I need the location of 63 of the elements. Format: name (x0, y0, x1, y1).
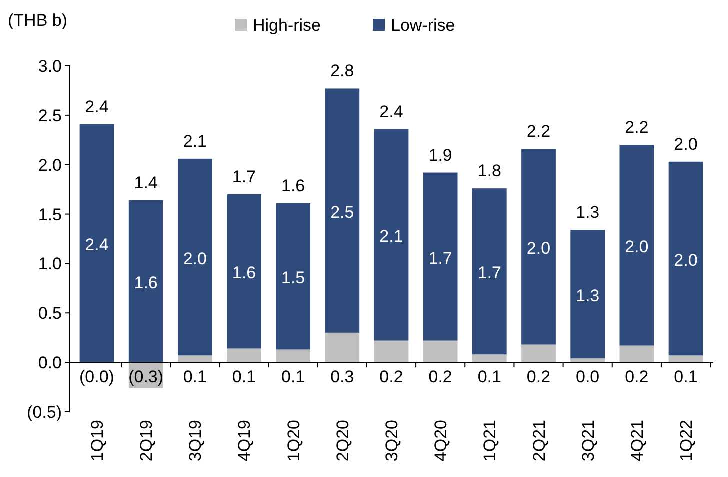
data-label: 0.2 (625, 368, 649, 387)
total-label: 2.8 (330, 62, 354, 81)
data-label: 0.2 (428, 368, 452, 387)
x-tick-label: 2Q19 (137, 420, 156, 462)
y-tick-label: 2.5 (38, 106, 62, 126)
total-label: 1.3 (576, 203, 600, 222)
data-label: 2.0 (526, 238, 551, 258)
data-label: 1.6 (134, 274, 158, 293)
data-label: 0.1 (674, 368, 698, 387)
data-label: 0.3 (330, 368, 354, 387)
y-tick-label: 0.5 (38, 304, 62, 324)
y-tick-label: (0.5) (27, 403, 62, 422)
total-label: 2.1 (183, 132, 207, 151)
y-tick-label: 1.5 (38, 205, 62, 224)
x-tick-label: 3Q19 (186, 420, 206, 462)
x-tick-label: 4Q21 (628, 420, 647, 462)
y-tick-label: 1.0 (38, 254, 62, 274)
data-label: 2.5 (330, 202, 354, 222)
x-tick-label: 2Q20 (333, 420, 352, 462)
data-label: 0.1 (282, 368, 306, 387)
total-label: 1.7 (232, 168, 256, 187)
data-label: 2.0 (183, 249, 207, 268)
data-label: 1.6 (232, 264, 256, 283)
data-label: 2.0 (625, 237, 649, 256)
total-label: 2.2 (526, 122, 551, 142)
total-label: 2.0 (674, 134, 698, 154)
x-tick-label: 3Q21 (578, 420, 598, 462)
total-label: 2.4 (380, 102, 404, 122)
x-tick-label: 3Q20 (382, 420, 402, 462)
y-tick-label: 0.0 (38, 354, 62, 373)
data-label: (0.0) (80, 368, 114, 387)
data-label: 0.2 (380, 368, 404, 387)
data-label: 1.3 (576, 286, 600, 306)
data-label: 2.1 (380, 227, 404, 246)
total-label: 2.4 (85, 97, 109, 116)
x-tick-label: 1Q21 (480, 420, 500, 462)
x-tick-label: 1Q20 (284, 420, 304, 462)
data-label: 1.7 (478, 264, 502, 283)
data-label: 0.1 (183, 368, 207, 387)
x-tick-label: 4Q19 (235, 420, 254, 462)
total-label: 1.9 (428, 146, 452, 165)
total-label: 1.8 (478, 162, 502, 181)
data-label: 0.1 (232, 368, 256, 387)
data-label: 1.5 (282, 268, 306, 288)
y-tick-label: 3.0 (38, 57, 62, 76)
total-label: 2.2 (625, 118, 649, 138)
y-tick-label: 2.0 (38, 156, 62, 175)
x-tick-label: 1Q22 (677, 420, 696, 462)
data-label: 2.4 (85, 235, 109, 254)
legend-label: Low-rise (391, 16, 456, 35)
data-label: 0.1 (478, 368, 502, 387)
data-label: 1.7 (428, 248, 452, 268)
data-label: (0.3) (128, 368, 164, 387)
total-label: 1.6 (282, 176, 306, 196)
data-label: 2.0 (674, 250, 698, 270)
x-tick-label: 2Q21 (530, 420, 549, 462)
total-label: 1.4 (134, 173, 158, 192)
data-label: 0.0 (576, 368, 600, 387)
data-label: 0.2 (526, 368, 551, 387)
x-tick-label: 4Q20 (432, 420, 451, 462)
x-tick-label: 1Q19 (88, 420, 107, 462)
y-axis-title: (THB b) (8, 11, 68, 30)
legend-label: High-rise (253, 16, 322, 35)
